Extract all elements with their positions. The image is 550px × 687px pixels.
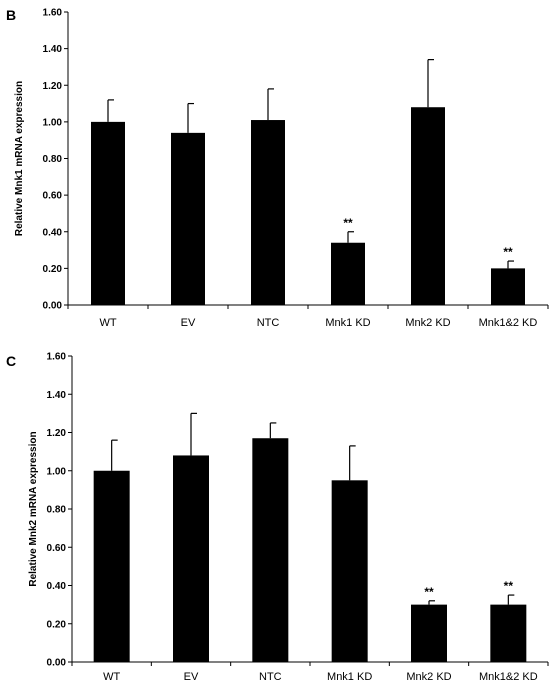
- x-category-label: Mnk1&2 KD: [479, 671, 538, 683]
- y-tick-label: 1.00: [47, 466, 67, 477]
- bar-mnk1-2-kd: [490, 604, 527, 662]
- x-category-label: Mnk2 KD: [405, 317, 450, 329]
- significance-marker: **: [343, 216, 353, 230]
- chart-mnk2-expression: C Relative Mnk2 mRNA expression 0.00 0.20 0.…: [6, 352, 549, 683]
- x-category-label: WT: [103, 671, 120, 683]
- y-tick-label: 1.20: [43, 81, 63, 92]
- y-tick-label: 1.40: [43, 44, 63, 55]
- panel-label: B: [6, 7, 16, 23]
- y-tick-label: 0.80: [43, 154, 63, 165]
- y-tick-label: 0.00: [47, 658, 67, 669]
- y-tick-label: 1.60: [43, 8, 63, 19]
- bar-wt: [91, 121, 125, 305]
- y-axis-label: Relative Mnk1 mRNA expression: [14, 81, 25, 236]
- y-tick-label: 0.40: [43, 227, 63, 238]
- significance-marker: **: [503, 245, 513, 259]
- y-tick-label: 0.40: [47, 581, 67, 592]
- y-axis-label: Relative Mnk2 mRNA expression: [28, 431, 39, 586]
- y-tick-label: 0.60: [47, 543, 67, 554]
- x-category-label: EV: [181, 317, 196, 329]
- bar-ev: [171, 132, 205, 305]
- bar-ntc: [252, 438, 289, 662]
- x-category-label: Mnk2 KD: [406, 671, 451, 683]
- y-tick-label: 0.80: [47, 505, 67, 516]
- significance-marker: **: [504, 579, 514, 593]
- bar-mnk1-kd: [331, 242, 365, 305]
- bar-mnk2-kd: [411, 107, 445, 305]
- x-category-label: WT: [99, 317, 116, 329]
- y-tick-label: 1.00: [43, 117, 63, 128]
- y-tick-label: 0.20: [43, 264, 63, 275]
- bar-mnk1-kd: [331, 480, 368, 662]
- x-category-label: EV: [184, 671, 199, 683]
- y-tick-label: 1.20: [47, 428, 67, 439]
- bar-ev: [173, 455, 209, 662]
- y-tick-label: 1.60: [47, 352, 67, 363]
- panel-label: C: [6, 353, 16, 369]
- bar-mnk1-2-kd: [491, 268, 525, 305]
- bar-ntc: [251, 120, 285, 305]
- x-category-label: Mnk1&2 KD: [479, 317, 538, 329]
- x-category-label: Mnk1 KD: [325, 317, 370, 329]
- x-category-label: NTC: [257, 317, 280, 329]
- bar-mnk2-kd: [411, 604, 447, 662]
- x-category-label: NTC: [259, 671, 282, 683]
- y-tick-label: 0.20: [47, 619, 67, 630]
- bar-wt: [93, 470, 130, 662]
- y-tick-label: 0.60: [43, 191, 63, 202]
- y-tick-label: 0.00: [43, 301, 63, 312]
- y-tick-label: 1.40: [47, 390, 67, 401]
- x-category-label: Mnk1 KD: [327, 671, 372, 683]
- chart-mnk1-expression: B Relative Mnk1 mRNA expression 0.00 0.20 0.…: [6, 7, 549, 329]
- significance-marker: **: [424, 585, 434, 599]
